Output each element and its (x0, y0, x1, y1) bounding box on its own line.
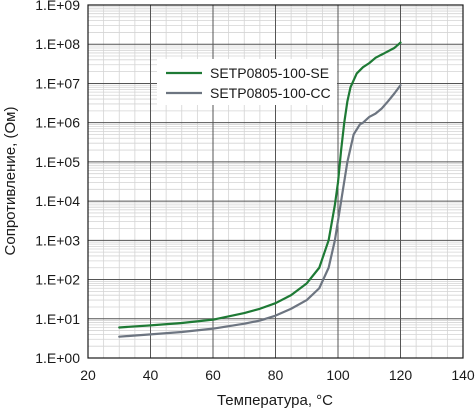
legend: SETP0805-100-SE SETP0805-100-CC (157, 59, 337, 105)
x-tick-label: 80 (268, 367, 284, 383)
legend-label-cc: SETP0805-100-CC (210, 85, 331, 101)
y-tick-label: 1.E+07 (35, 75, 80, 91)
y-tick-label: 1.E+03 (35, 232, 80, 248)
y-tick-label: 1.E+09 (35, 0, 80, 13)
x-tick-label: 40 (143, 367, 159, 383)
x-tick-labels: 20 40 60 80 100 120 140 (80, 367, 475, 383)
y-tick-label: 1.E+00 (35, 350, 80, 366)
legend-background (157, 59, 337, 105)
x-tick-label: 120 (389, 367, 413, 383)
series-line-1 (118, 84, 402, 338)
y-tick-label: 1.E+04 (35, 193, 80, 209)
legend-label-se: SETP0805-100-SE (210, 65, 329, 81)
x-tick-label: 60 (205, 367, 221, 383)
y-tick-label: 1.E+08 (35, 36, 80, 52)
y-tick-label: 1.E+01 (35, 311, 80, 327)
x-tick-label: 140 (451, 367, 475, 383)
y-tick-label: 1.E+05 (35, 154, 80, 170)
series-layer (118, 41, 402, 338)
y-tick-labels: 1.E+00 1.E+01 1.E+02 1.E+03 1.E+04 1.E+05 1.E+… (35, 0, 80, 366)
x-tick-label: 100 (326, 367, 350, 383)
y-tick-label: 1.E+02 (35, 272, 80, 288)
y-tick-label: 1.E+06 (35, 115, 80, 131)
series-line-0 (118, 41, 402, 329)
y-axis-label: Сопротивление, (Ом) (2, 107, 19, 256)
plot-frame (87, 4, 464, 359)
x-tick-label: 20 (80, 367, 96, 383)
x-axis-label: Температура, °C (217, 392, 333, 409)
